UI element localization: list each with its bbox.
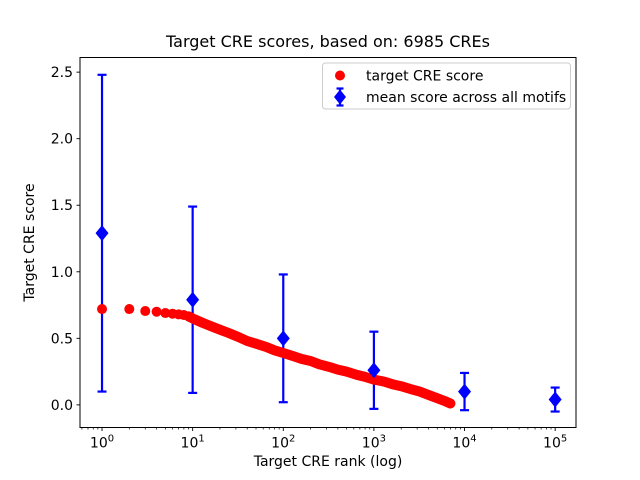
- x-tick-label: 104: [452, 434, 476, 452]
- target-point: [151, 306, 162, 317]
- axes-spines: [79, 57, 577, 428]
- mean-errorbars: [97, 73, 560, 413]
- legend: target CRE score mean score across all mo…: [322, 62, 571, 110]
- x-axis-label: Target CRE rank (log): [253, 454, 403, 470]
- legend-label-mean: mean score across all motifs: [366, 90, 566, 106]
- x-tick-label: 105: [543, 434, 567, 452]
- y-tick-label: 1.0: [51, 265, 73, 281]
- x-tick-label: 102: [271, 434, 295, 452]
- legend-marker-circle: [335, 70, 345, 81]
- y-axis-label: Target CRE score: [22, 183, 38, 302]
- mean-point: [458, 383, 472, 400]
- y-tick-label: 2.5: [51, 65, 73, 81]
- x-axis: 100 101 102 103 104 105: [81, 427, 567, 452]
- mean-point: [367, 362, 381, 379]
- mean-point: [548, 391, 562, 408]
- chart-title: Target CRE scores, based on: 6985 CREs: [165, 32, 490, 51]
- target-point: [97, 304, 108, 315]
- y-tick-label: 2.0: [51, 132, 73, 148]
- legend-box: [322, 62, 571, 110]
- y-tick-label: 1.5: [51, 198, 73, 214]
- y-axis: 0.0 0.5 1.0 1.5 2.0 2.5: [51, 65, 80, 414]
- target-score-series: [97, 304, 456, 409]
- legend-marker-diamond: [334, 89, 346, 105]
- target-point: [124, 304, 135, 315]
- x-tick-label: 103: [362, 434, 386, 452]
- x-tick-label: 101: [181, 434, 205, 452]
- plot-frame: [79, 57, 577, 428]
- mean-point: [276, 330, 290, 347]
- mean-point: [95, 225, 109, 242]
- target-point-band: [183, 311, 456, 409]
- x-tick-label: 100: [90, 434, 114, 452]
- mean-point: [186, 291, 200, 308]
- target-point: [140, 306, 151, 317]
- mean-score-series: [95, 225, 562, 408]
- target-point: [160, 308, 171, 319]
- y-tick-label: 0.5: [51, 331, 73, 347]
- legend-label-target: target CRE score: [366, 69, 483, 85]
- y-tick-label: 0.0: [51, 398, 73, 414]
